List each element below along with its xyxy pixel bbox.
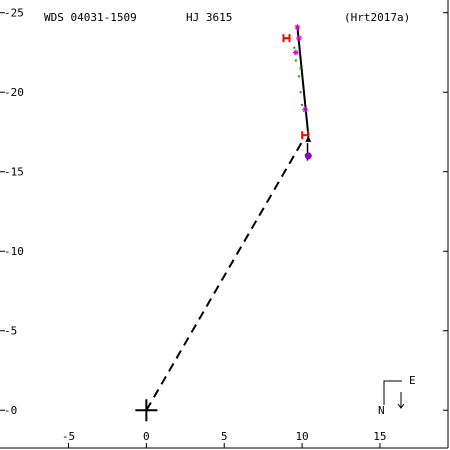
y-tick-label: -20 bbox=[4, 86, 24, 99]
y-tick-label: -5 bbox=[4, 325, 17, 338]
observation-dot bbox=[297, 75, 300, 78]
x-tick-label: 15 bbox=[373, 430, 386, 443]
observation-dot bbox=[299, 67, 302, 70]
compass-east-label: E bbox=[409, 374, 416, 387]
observation-asterisk bbox=[302, 106, 309, 113]
observation-asterisk bbox=[294, 24, 301, 31]
asterisk-stroke bbox=[293, 50, 299, 55]
x-tick-label: -5 bbox=[62, 430, 75, 443]
x-tick-label: 10 bbox=[295, 430, 308, 443]
y-tick-label: -0 bbox=[4, 404, 17, 417]
observation-dot bbox=[301, 103, 304, 106]
observation-triangle bbox=[305, 135, 312, 142]
observation-h-marker bbox=[282, 34, 291, 43]
x-axis-ticks: -5 0 5 10 15 bbox=[62, 430, 387, 448]
observation-asterisk bbox=[292, 49, 299, 56]
projection-line bbox=[145, 142, 303, 411]
y-tick-label: -10 bbox=[4, 245, 24, 258]
compass-axes bbox=[383, 380, 402, 405]
y-axis-ticks: -0 -5 -10 -15 -20 -25 bbox=[0, 7, 448, 417]
orbit-lines bbox=[145, 26, 311, 411]
observation-circle bbox=[304, 152, 312, 160]
y-tick-label: -15 bbox=[4, 166, 24, 179]
orbit-line bbox=[296, 26, 310, 136]
y-tick-label: -25 bbox=[4, 7, 24, 20]
discoverer-label: HJ 3615 bbox=[186, 11, 232, 24]
x-tick-label: 5 bbox=[221, 430, 228, 443]
wds-id-label: WDS 04031-1509 bbox=[44, 11, 137, 24]
compass-arrow-head bbox=[397, 403, 405, 409]
compass-north-label: N bbox=[378, 404, 385, 417]
asterisk-stroke bbox=[295, 24, 300, 30]
x-tick-label: 0 bbox=[143, 430, 150, 443]
asterisk-stroke bbox=[296, 35, 302, 41]
observation-dot bbox=[294, 59, 297, 62]
observation-dot bbox=[293, 46, 296, 49]
asterisk-stroke bbox=[302, 107, 308, 113]
observation-asterisk bbox=[295, 35, 302, 42]
reference-label: (Hrt2017a) bbox=[344, 11, 410, 24]
compass: E N bbox=[378, 374, 416, 417]
observation-marks bbox=[135, 24, 312, 422]
observation-dot bbox=[299, 91, 302, 94]
